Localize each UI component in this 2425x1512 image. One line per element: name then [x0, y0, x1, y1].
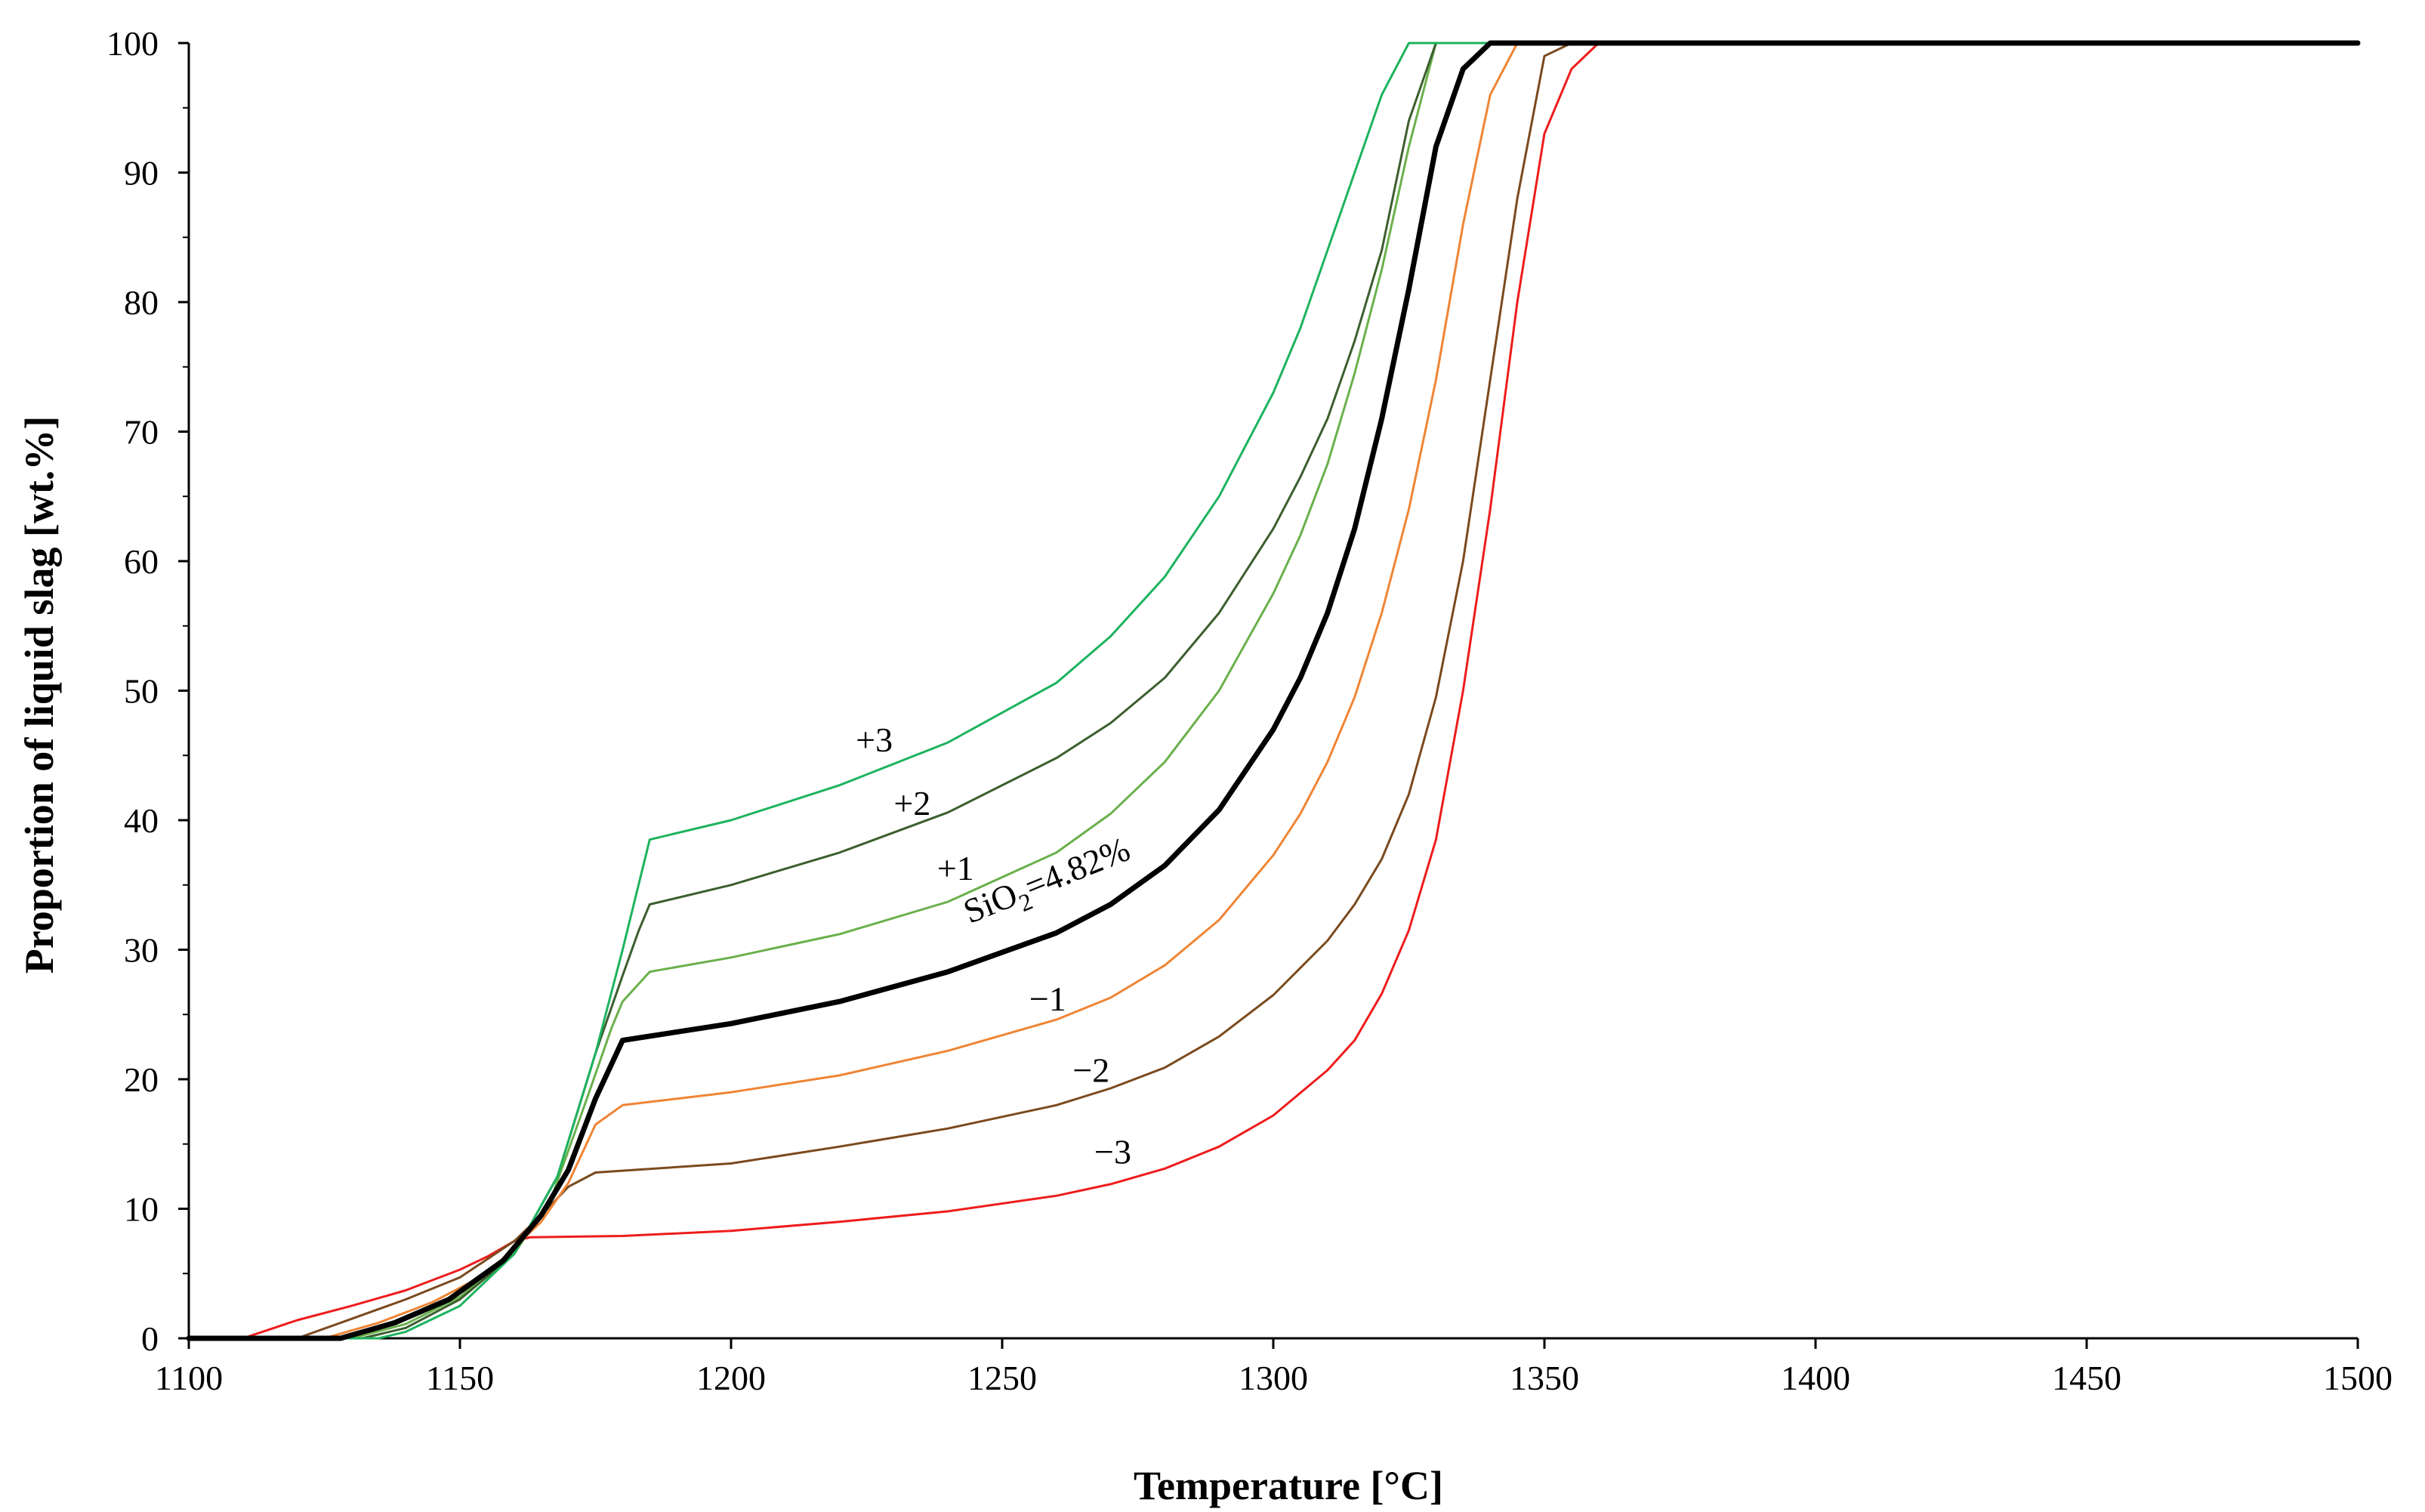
series-layer [186, 40, 2361, 1341]
x-tick-label: 1300 [1239, 1359, 1308, 1397]
x-tick-label: 1500 [2323, 1359, 2393, 1397]
x-tick-label: 1250 [967, 1359, 1037, 1397]
y-tick-label: 80 [124, 283, 159, 322]
series-label: −3 [1094, 1132, 1131, 1171]
series-line-+3 [187, 42, 2359, 1340]
y-tick-label: 10 [124, 1190, 159, 1229]
series-label: +3 [856, 721, 893, 759]
axes: 0 10 20 30 40 50 60 70 80 90 100 1100 1150 1200 1250 13… [106, 24, 2393, 1397]
series-line-SiO2=4.82% [186, 40, 2361, 1341]
x-tick-label: 1350 [1510, 1359, 1579, 1397]
y-tick-label: 50 [124, 672, 159, 711]
series-label: −1 [1029, 980, 1066, 1018]
y-tick-label: 100 [106, 24, 159, 63]
y-tick-label: 70 [124, 413, 159, 452]
y-tick-label: 60 [124, 542, 159, 581]
y-tick-label: 40 [124, 801, 159, 840]
series-label: −2 [1072, 1051, 1109, 1089]
x-tick-label: 1200 [696, 1359, 766, 1397]
y-axis-title: Proportion of liquid slag [wt.%] [17, 416, 62, 974]
y-tick-label: 90 [124, 154, 159, 193]
y-tick-label: 20 [124, 1060, 159, 1099]
x-tick-label: 1100 [155, 1359, 223, 1397]
x-tick-label: 1400 [1781, 1359, 1850, 1397]
series-label: +2 [893, 784, 930, 822]
series-line-−3 [187, 42, 2359, 1340]
series-label: +1 [937, 849, 974, 887]
x-axis-title: Temperature [°C] [1134, 1463, 1443, 1508]
y-tick-label: 0 [141, 1319, 159, 1358]
x-tick-label: 1150 [426, 1359, 494, 1397]
series-line-−2 [187, 42, 2359, 1340]
y-tick-label: 30 [124, 931, 159, 970]
x-tick-label: 1450 [2052, 1359, 2121, 1397]
